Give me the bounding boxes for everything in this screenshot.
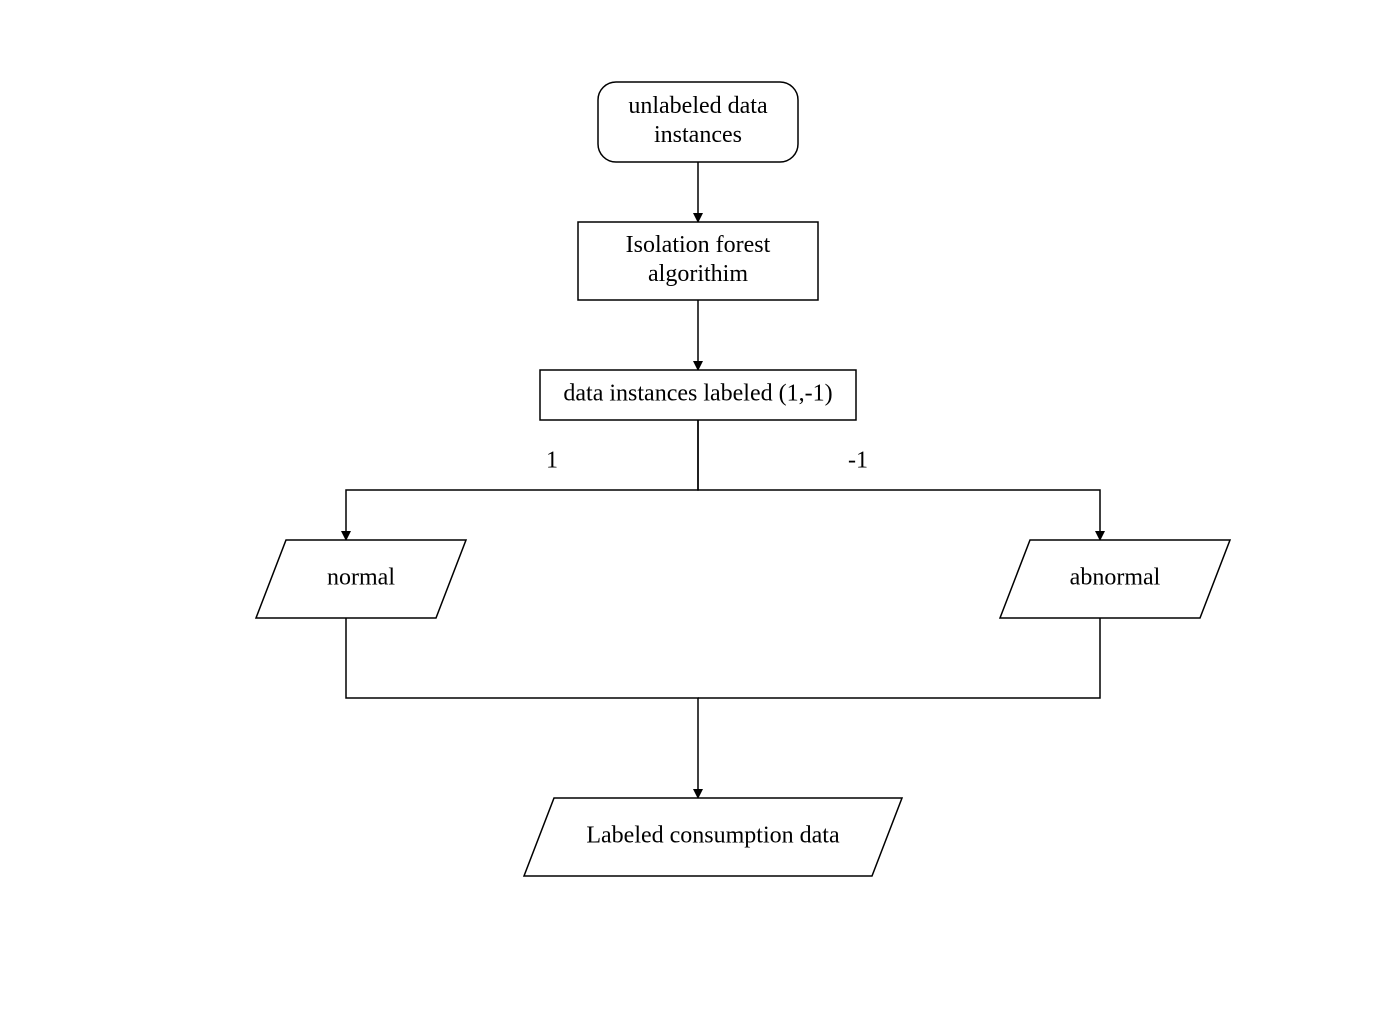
edge-e5 bbox=[346, 618, 698, 798]
edge-labels-group: 1 -1 bbox=[546, 448, 868, 474]
node-n1: unlabeled data instances bbox=[598, 82, 798, 162]
edge-label-e3: 1 bbox=[546, 448, 558, 474]
node-text-n1-line1: instances bbox=[654, 122, 742, 148]
node-text-n4-line0: normal bbox=[327, 565, 395, 591]
node-text-n2-line1: algorithim bbox=[648, 261, 748, 287]
edge-e4 bbox=[698, 420, 1100, 540]
node-n4: normal bbox=[256, 540, 466, 618]
node-text-n1-line0: unlabeled data bbox=[628, 93, 768, 119]
node-text-n6-line0: Labeled consumption data bbox=[586, 823, 840, 849]
nodes-group: unlabeled data instances Isolation forest a… bbox=[256, 82, 1230, 876]
node-n5: abnormal bbox=[1000, 540, 1230, 618]
edge-e3 bbox=[346, 420, 698, 540]
edge-e6 bbox=[698, 618, 1100, 698]
node-text-n2-line0: Isolation forest bbox=[626, 232, 771, 258]
node-text-n3-line0: data instances labeled (1,-1) bbox=[563, 381, 832, 407]
node-n6: Labeled consumption data bbox=[524, 798, 902, 876]
node-text-n5-line0: abnormal bbox=[1070, 565, 1161, 591]
edge-label-e4: -1 bbox=[848, 448, 868, 474]
flowchart-diagram: unlabeled data instances Isolation forest a… bbox=[0, 0, 1396, 1024]
node-n3: data instances labeled (1,-1) bbox=[540, 370, 856, 420]
node-n2: Isolation forest algorithim bbox=[578, 222, 818, 300]
